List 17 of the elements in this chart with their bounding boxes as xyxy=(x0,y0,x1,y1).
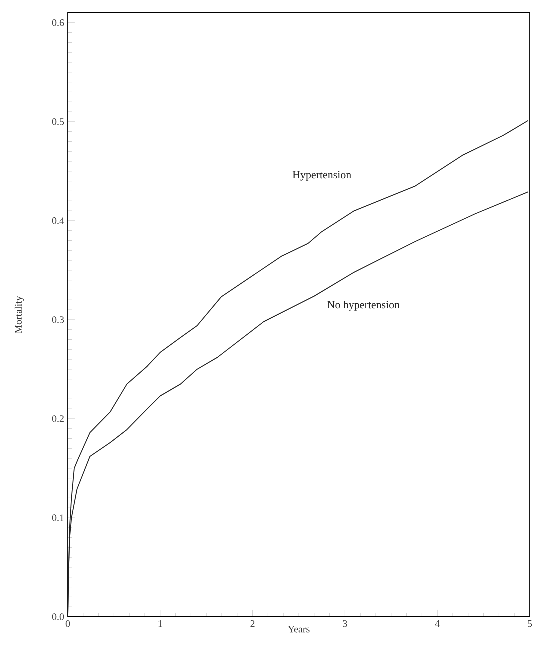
y-tick-label: 0.2 xyxy=(52,416,64,422)
y-tick-label: 0.0 xyxy=(52,614,64,620)
y-tick-label: 0.3 xyxy=(52,316,64,324)
x-tick-label: 0 xyxy=(66,620,70,628)
x-tick-label: 2 xyxy=(250,620,255,628)
y-tick-label: 0.1 xyxy=(52,514,64,522)
x-tick-label: 3 xyxy=(343,620,348,628)
x-tick-label: 1 xyxy=(158,620,162,628)
y-tick-label: 0.5 xyxy=(52,118,64,126)
x-axis-title: Years xyxy=(288,626,310,633)
x-tick-label: 5 xyxy=(528,620,532,628)
y-axis-title: Mortality xyxy=(14,296,24,334)
text: Hypertension xyxy=(292,171,352,181)
y-tick-label: 0.4 xyxy=(52,218,64,224)
y-tick-label: 0.6 xyxy=(52,20,64,26)
series-label: No hypertension xyxy=(328,300,400,311)
x-tick-label: 4 xyxy=(435,620,440,628)
